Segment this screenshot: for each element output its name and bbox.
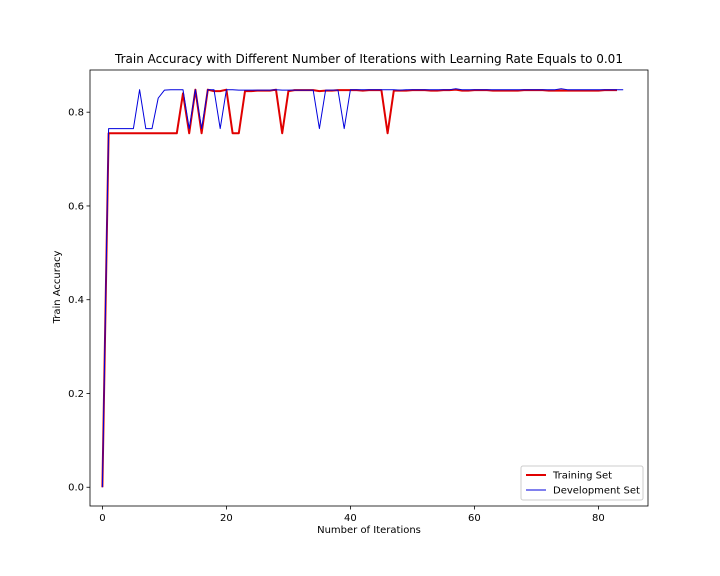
series-line-development-set [101, 88, 624, 488]
legend: Training Set Development Set [520, 465, 644, 501]
x-tick-label: 60 [468, 513, 481, 524]
plot-area [89, 69, 649, 507]
y-axis-title: Train Accuracy [52, 251, 63, 325]
legend-box [520, 465, 644, 501]
legend-label: Development Set [553, 486, 640, 497]
y-tick-label: 0.0 [68, 483, 84, 494]
x-tick-label: 40 [344, 513, 357, 524]
y-tick-label: 0.4 [68, 295, 84, 306]
x-tick-label: 0 [99, 513, 105, 524]
chart-title: Train Accuracy with Different Number of … [114, 52, 623, 66]
legend-label: Training Set [552, 471, 612, 482]
plot-frame [89, 69, 649, 507]
x-tick-label: 20 [220, 513, 233, 524]
x-axis-ticks: 0 20 40 60 80 [99, 506, 605, 524]
y-tick-label: 0.2 [68, 389, 84, 400]
x-tick-label: 80 [592, 513, 605, 524]
y-tick-label: 0.8 [68, 108, 84, 119]
x-axis-title: Number of Iterations [317, 525, 421, 536]
y-axis-ticks: 0.0 0.2 0.4 0.6 0.8 [68, 108, 90, 494]
y-tick-label: 0.6 [68, 201, 84, 212]
